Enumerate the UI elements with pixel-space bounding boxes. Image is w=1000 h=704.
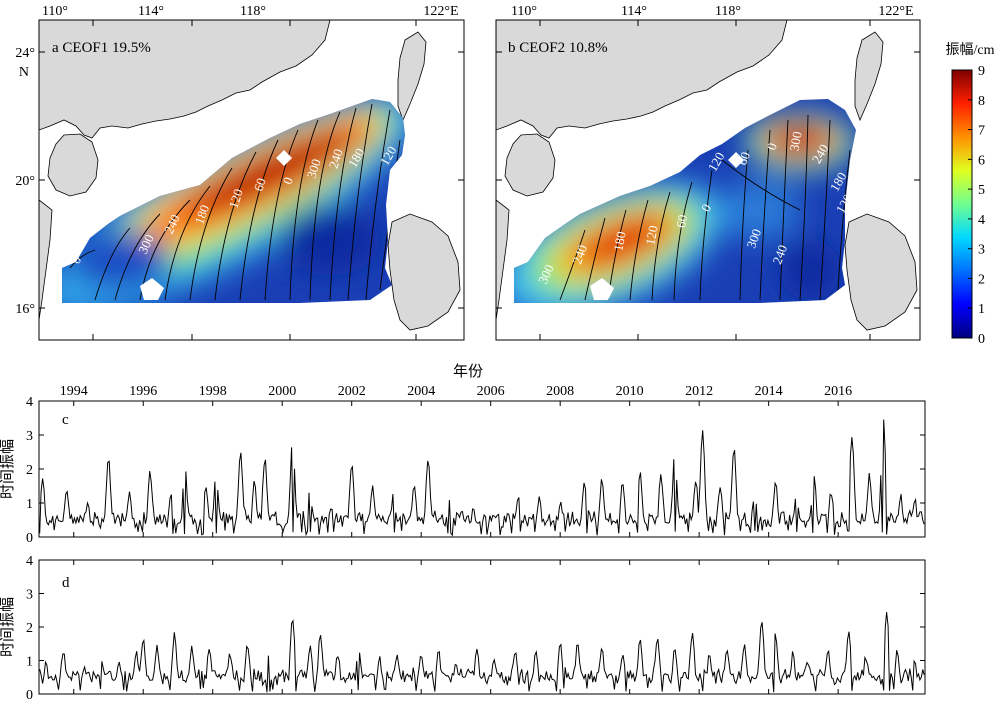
y-tick-label: 2	[26, 621, 33, 636]
x-tick-label: 2012	[685, 384, 713, 399]
land-hainan	[47, 133, 99, 197]
y-tick-label: 1	[26, 497, 33, 512]
land-taiwan	[854, 31, 884, 122]
contour-label: 300	[535, 262, 557, 286]
land-hainan	[504, 133, 556, 197]
timeseries-panel-c: 年份 1994 1996 1998 2000 2002 2004 2006 2008 2010 2…	[0, 363, 926, 546]
panel-label-a: a CEOF1 19.5%	[52, 40, 151, 56]
colorbar-tick-label: 5	[978, 183, 985, 198]
colorbar: 振幅/cm 9 8 7 6 5 4 3 2 1 0	[946, 42, 995, 347]
contour-label: 240	[569, 243, 590, 266]
colorbar-tick-label: 7	[978, 124, 985, 139]
panel-label-d: d	[62, 575, 70, 591]
data-gap	[728, 152, 744, 168]
land-luzon	[387, 213, 461, 331]
contour-labels-b: 300 240 180 120 60 0 120 0 300 240 180 1…	[535, 130, 855, 286]
timeseries-panel-d: 4 3 2 1 0 时间振幅 d	[0, 554, 926, 703]
x-tick-label: 110°	[511, 4, 537, 19]
colorbar-tick-label: 8	[978, 94, 985, 109]
series-line-d	[39, 612, 925, 693]
x-tick-label: 114°	[138, 4, 164, 19]
x-axis-title: 年份	[453, 363, 483, 380]
contour-label: 0	[764, 141, 780, 152]
x-tick-label: 1998	[199, 384, 227, 399]
panel-label-b: b CEOF2 10.8%	[508, 40, 608, 56]
x-tick-label: 2008	[546, 384, 574, 399]
y-tick-label: 4	[26, 395, 33, 410]
contour-label: 240	[161, 212, 183, 236]
data-gap	[276, 150, 292, 166]
contour-label: 0	[280, 175, 296, 186]
x-tick-label: 122°E	[423, 4, 458, 19]
contour-label: 300	[786, 130, 804, 152]
data-gap	[590, 278, 614, 300]
contour-label: 180	[191, 203, 212, 226]
plot-frame-d	[38, 559, 926, 695]
x-tick-label: 2016	[824, 384, 852, 399]
y-axis-title: 时间振幅	[0, 597, 16, 657]
y-axis-title: 时间振幅	[0, 439, 16, 499]
amplitude-field-a: 0 300 240 180 120 60 0 300 240 180 120 6…	[62, 99, 405, 303]
data-gap	[140, 278, 164, 300]
land-mainland	[496, 20, 788, 139]
land-vietnam	[496, 199, 510, 321]
colorbar-tick-label: 6	[978, 153, 985, 168]
y-tick-label: 0	[26, 531, 33, 546]
y-tick-label: 24°	[15, 46, 35, 61]
x-tick-label: 2014	[755, 384, 783, 399]
colorbar-tick-label: 3	[978, 243, 985, 258]
y-tick-label: 0	[26, 688, 33, 703]
y-tick-label: 4	[26, 554, 33, 569]
colorbar-tick-label: 2	[978, 272, 985, 287]
y-tick-label: 3	[26, 588, 33, 603]
contour-label: 300	[135, 232, 157, 256]
colorbar-tick-label: 9	[978, 64, 985, 79]
map-ticks-b	[496, 20, 920, 340]
x-tick-label: 1996	[129, 384, 157, 399]
x-tick-label: 2000	[268, 384, 296, 399]
map-panel-b: 300 240 180 120 60 0 120 0 300 240 180 1…	[495, 4, 921, 341]
contour-label: 180	[610, 230, 628, 252]
y-tick-label: 16°	[15, 302, 35, 317]
colorbar-gradient	[951, 69, 973, 339]
y-unit-label: N	[19, 65, 29, 80]
colorbar-tick-label: 1	[978, 302, 985, 317]
x-tick-label: 118°	[715, 4, 741, 19]
phase-contours-b	[559, 114, 851, 301]
x-tick-label: 118°	[240, 4, 266, 19]
y-tick-label: 20°	[15, 174, 35, 189]
y-tick-label: 2	[26, 463, 33, 478]
contour-label: 300	[743, 227, 764, 250]
contour-label: 120	[642, 224, 660, 246]
land-mainland	[39, 20, 331, 139]
colorbar-tick-label: 0	[978, 332, 985, 347]
panel-label-c: c	[62, 412, 69, 428]
map-ticks-a	[39, 20, 464, 340]
x-tick-label: 2004	[407, 384, 435, 399]
contour-label: 60	[251, 176, 269, 193]
land-taiwan	[397, 31, 427, 122]
x-tick-label: 110°	[42, 4, 68, 19]
y-tick-label: 1	[26, 655, 33, 670]
series-line-c	[39, 419, 925, 537]
contour-label: 120	[226, 187, 246, 210]
x-tick-label: 122°E	[878, 4, 913, 19]
x-tick-label: 114°	[621, 4, 647, 19]
contour-label: 60	[673, 214, 690, 229]
contour-label: 240	[326, 147, 346, 170]
y-tick-label: 3	[26, 429, 33, 444]
map-panel-a: 0 300 240 180 120 60 0 300 240 180 120 6…	[15, 4, 465, 341]
land-luzon	[844, 213, 918, 331]
x-tick-label: 1994	[60, 384, 88, 399]
x-tick-label: 2010	[616, 384, 644, 399]
colorbar-title: 振幅/cm	[946, 42, 995, 58]
x-tick-label: 2002	[338, 384, 366, 399]
colorbar-tick-label: 4	[978, 213, 985, 228]
land-vietnam	[39, 199, 53, 321]
x-tick-label: 2006	[477, 384, 505, 399]
contour-label: 240	[769, 243, 790, 266]
contour-label: 300	[304, 157, 324, 180]
